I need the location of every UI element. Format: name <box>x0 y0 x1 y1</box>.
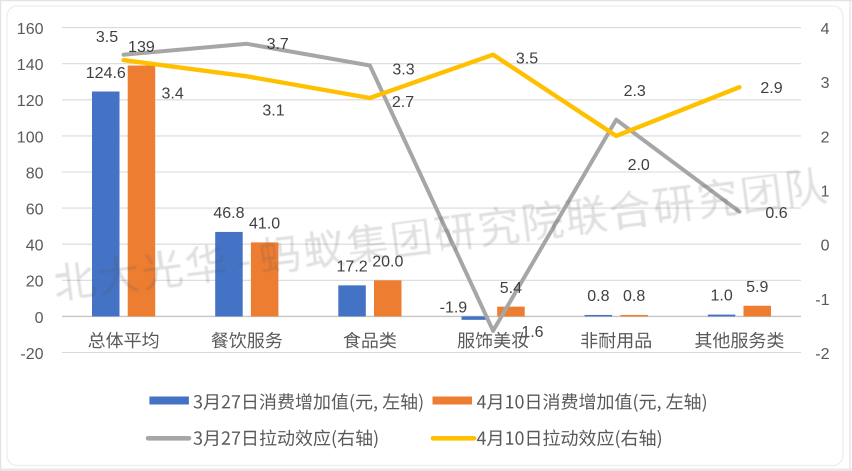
svg-text:3.7: 3.7 <box>267 36 289 53</box>
svg-text:41.0: 41.0 <box>249 216 280 233</box>
svg-text:1.0: 1.0 <box>710 288 732 305</box>
svg-text:4: 4 <box>821 21 830 38</box>
svg-text:5.4: 5.4 <box>500 280 522 297</box>
svg-text:-1.9: -1.9 <box>440 300 468 317</box>
svg-text:17.2: 17.2 <box>337 259 368 276</box>
svg-text:-1: -1 <box>815 292 829 309</box>
svg-text:0: 0 <box>35 310 44 327</box>
svg-text:3.5: 3.5 <box>96 29 118 46</box>
svg-text:-20: -20 <box>20 346 43 363</box>
svg-text:0.8: 0.8 <box>623 288 645 305</box>
svg-text:0: 0 <box>821 238 830 255</box>
svg-text:2.7: 2.7 <box>392 94 414 111</box>
svg-text:139: 139 <box>128 39 155 56</box>
svg-text:46.8: 46.8 <box>213 205 244 222</box>
svg-text:2: 2 <box>821 129 830 146</box>
svg-text:-2: -2 <box>815 346 829 363</box>
svg-text:60: 60 <box>26 202 44 219</box>
svg-text:1: 1 <box>821 184 830 201</box>
svg-text:2.0: 2.0 <box>628 157 650 174</box>
svg-text:5.9: 5.9 <box>746 279 768 296</box>
svg-text:160: 160 <box>17 21 44 38</box>
svg-text:100: 100 <box>17 129 44 146</box>
svg-text:2.9: 2.9 <box>760 80 782 97</box>
svg-text:140: 140 <box>17 57 44 74</box>
svg-text:0.8: 0.8 <box>587 288 609 305</box>
svg-text:80: 80 <box>26 165 44 182</box>
svg-text:2.3: 2.3 <box>624 83 646 100</box>
svg-text:3.3: 3.3 <box>392 62 414 79</box>
svg-text:120: 120 <box>17 93 44 110</box>
svg-text:3: 3 <box>821 75 830 92</box>
svg-text:3.5: 3.5 <box>516 51 538 68</box>
svg-text:124.6: 124.6 <box>86 65 126 82</box>
svg-text:3.1: 3.1 <box>262 103 284 120</box>
svg-text:40: 40 <box>26 238 44 255</box>
svg-text:20: 20 <box>26 274 44 291</box>
svg-text:3.4: 3.4 <box>161 86 183 103</box>
